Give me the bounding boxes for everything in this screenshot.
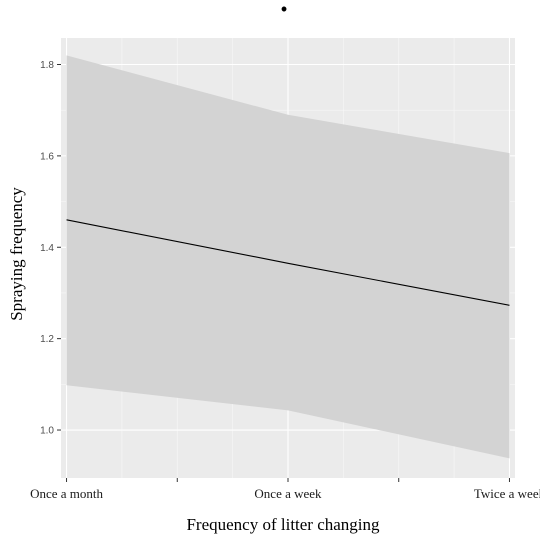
y-tick-label: 1.6 bbox=[40, 151, 54, 162]
y-tick-label: 1.8 bbox=[40, 60, 54, 71]
trend-line bbox=[66, 219, 510, 306]
x-tick-label: Once a month bbox=[30, 486, 103, 501]
y-axis-title: Spraying frequency bbox=[7, 187, 26, 321]
x-tick-label: Once a week bbox=[254, 486, 322, 501]
x-axis-title: Frequency of litter changing bbox=[186, 515, 380, 534]
y-axis: 1.0 1.2 1.4 1.6 1.8 bbox=[40, 60, 61, 437]
x-tick-label: Twice a week bbox=[474, 486, 540, 501]
confidence-ribbon bbox=[66, 55, 510, 459]
y-tick-label: 1.0 bbox=[40, 426, 54, 437]
x-axis: Once a month Once a week Twice a week bbox=[30, 478, 540, 501]
y-tick-label: 1.4 bbox=[40, 243, 54, 254]
chart-title: • bbox=[281, 0, 287, 19]
y-tick-label: 1.2 bbox=[40, 334, 54, 345]
